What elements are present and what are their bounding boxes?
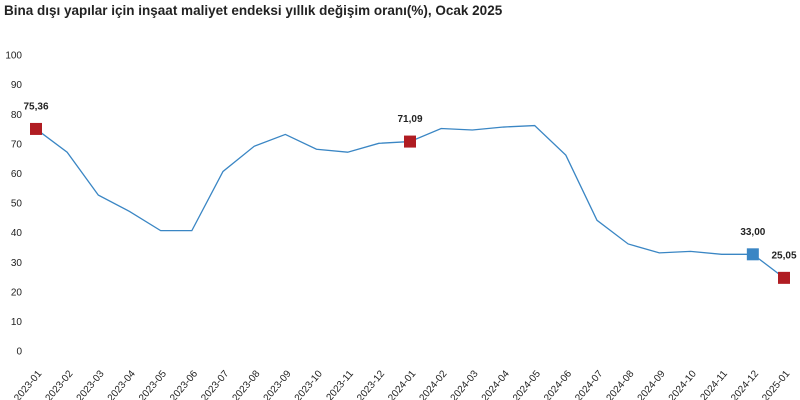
x-tick-label: 2025-01 <box>760 368 792 400</box>
x-tick-label: 2023-10 <box>293 368 325 400</box>
marker <box>404 135 416 148</box>
y-tick-label: 0 <box>16 347 22 358</box>
x-tick-label: 2024-09 <box>636 368 668 400</box>
x-tick-label: 2023-09 <box>262 368 294 400</box>
marker <box>30 122 42 135</box>
x-tick-label: 2024-10 <box>667 368 699 400</box>
x-tick-label: 2023-11 <box>324 368 356 400</box>
x-tick-label: 2023-06 <box>168 368 200 400</box>
value-label: 33,00 <box>740 227 765 238</box>
x-tick-label: 2023-02 <box>43 368 75 400</box>
chart-title: Bina dışı yapılar için inşaat maliyet en… <box>4 3 503 18</box>
x-tick-label: 2023-01 <box>12 368 44 400</box>
x-tick-label: 2024-07 <box>573 368 605 400</box>
x-tick-label: 2023-04 <box>106 368 138 400</box>
x-tick-label: 2024-11 <box>698 368 730 400</box>
x-tick-label: 2023-05 <box>137 368 169 400</box>
x-tick-label: 2023-07 <box>199 368 231 400</box>
y-tick-label: 60 <box>11 169 23 180</box>
line <box>35 124 785 279</box>
marker <box>746 248 759 261</box>
marker <box>778 271 790 284</box>
x-tick-label: 2023-12 <box>355 368 387 400</box>
y-tick-label: 10 <box>11 317 23 328</box>
y-tick-label: 40 <box>11 228 23 239</box>
y-tick-label: 100 <box>5 51 22 62</box>
x-tick-label: 2024-04 <box>480 368 512 400</box>
y-tick-label: 80 <box>11 110 23 121</box>
y-tick-label: 20 <box>11 287 23 298</box>
y-tick-label: 90 <box>11 80 23 91</box>
y-tick-label: 50 <box>11 199 23 210</box>
x-tick-label: 2024-05 <box>511 368 543 400</box>
x-tick-label: 2023-03 <box>75 368 107 400</box>
x-tick-label: 2024-02 <box>417 368 449 400</box>
value-label: 71,09 <box>397 114 422 125</box>
y-tick-label: 30 <box>11 258 23 269</box>
x-tick-label: 2024-08 <box>604 368 636 400</box>
x-tick-label: 2024-03 <box>449 368 481 400</box>
x-tick-label: 2024-06 <box>542 368 574 400</box>
y-tick-label: 70 <box>11 139 23 150</box>
x-tick-label: 2024-01 <box>386 368 418 400</box>
x-tick-label: 2023-08 <box>230 368 262 400</box>
value-label: 75,36 <box>23 102 48 113</box>
value-label: 25,05 <box>771 250 796 261</box>
x-tick-label: 2024-12 <box>729 368 761 400</box>
